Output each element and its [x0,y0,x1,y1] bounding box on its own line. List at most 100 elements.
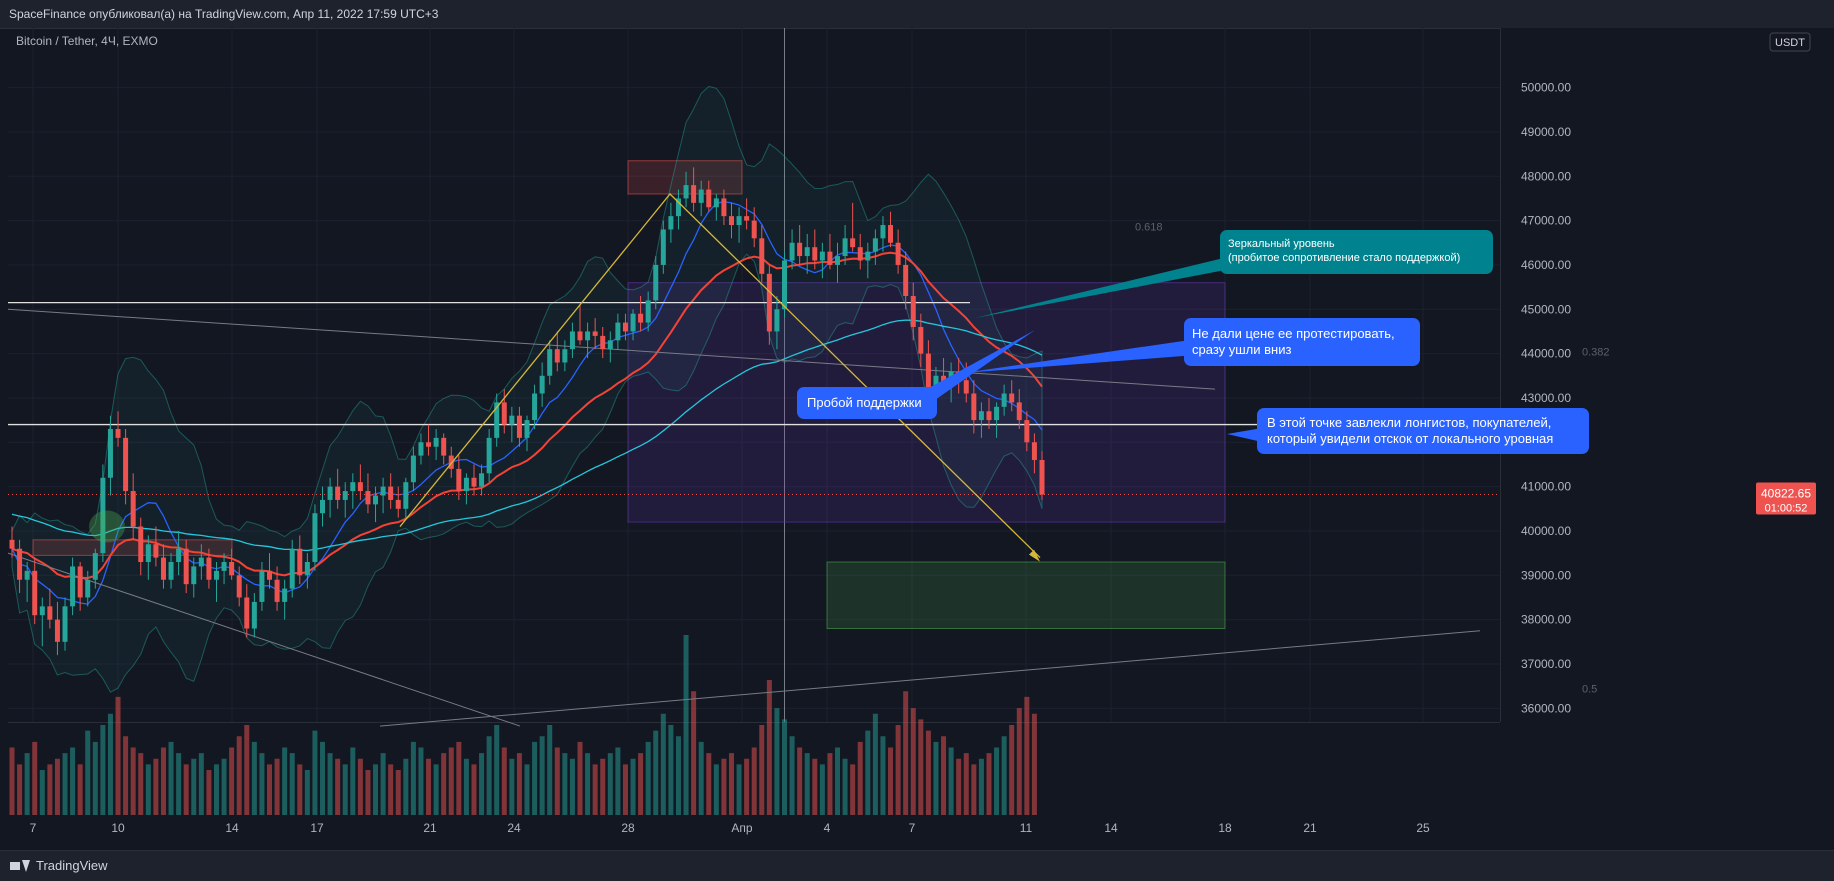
candle-body [395,499,401,509]
candle-body [880,225,886,239]
ema-long-line [11,319,1043,552]
volume-bar [956,758,962,815]
candle-body [638,313,644,323]
candle-body [259,570,265,602]
candle-body [782,260,787,310]
symbol-label: Bitcoin / Tether, 4Ч, EXMO [16,34,158,48]
candle-body [92,553,98,580]
volume-bar [888,747,894,815]
volume-bar [70,747,76,815]
candle-body [373,495,379,505]
candle-body [410,455,416,483]
volume-bar [176,753,182,815]
volume-bar [971,764,977,815]
candle-body [463,477,469,492]
candle-body [978,411,984,421]
volume-bar [213,764,219,815]
volume-bar [365,770,371,815]
volume-bar [198,753,204,815]
volume-bar [1001,736,1007,815]
callout-no-retest[interactable]: Не дали цене ее протестировать, сразу уш… [1184,318,1420,366]
volume-bar [751,747,757,815]
callout-long-trap[interactable]: В этой точке завлекли лонгистов, покупат… [1257,408,1589,454]
candle-body [630,313,636,332]
volume-bar [857,741,863,815]
x-tick-label: 17 [310,821,324,835]
candle-body [448,455,454,469]
candle-body [168,562,174,580]
volume-bar [918,719,924,815]
y-tick-label: 43000.00 [1521,391,1571,405]
x-tick-label: Апр [731,821,753,835]
candle-body [827,251,833,265]
candle-body [524,420,530,438]
volume-bar [47,764,53,815]
candle-body [24,570,30,580]
candle-body [668,216,674,230]
volume-bar [448,747,454,815]
candle-body [380,486,386,496]
volume-bar [516,753,522,815]
candle-body [585,331,591,341]
volume-bar [925,730,931,815]
volume-bar [554,747,560,815]
tradingview-logo[interactable]: TradingView [10,858,108,873]
candle-body [539,375,545,394]
callout-mirror-level[interactable]: Зеркальный уровень (пробитое сопротивлен… [1220,230,1493,274]
x-tick-label: 24 [507,821,521,835]
candle-body [236,575,242,598]
candle-body [403,482,409,509]
volume-bar [819,764,825,815]
bollinger-band [11,85,1043,693]
volume-bar [683,635,689,815]
candle-body [357,482,363,492]
volume-bar [933,741,939,815]
volume-bar [622,764,628,815]
candle-body [1016,402,1022,421]
volume-bar [585,753,591,815]
volume-bar [1024,696,1030,815]
volume-bar [797,747,803,815]
candle-body [842,238,848,257]
candle-body [744,216,750,221]
candle-body [516,415,522,438]
candle-body [115,428,121,438]
candle-body [532,393,538,421]
candle-body [123,437,129,492]
volume-bar [547,725,553,815]
candle-body [160,557,166,580]
candle-body [592,331,598,336]
x-tick-label: 25 [1416,821,1430,835]
fib-label: 0.5 [1582,683,1597,695]
volume-bar [660,713,666,815]
volume-bar [183,764,189,815]
callout-long-trap-line1: В этой точке завлекли лонгистов, покупат… [1267,415,1552,430]
volume-bar [92,741,98,815]
candle-body [691,185,697,203]
volume-bar [668,725,674,815]
volume-bar [320,741,326,815]
volume-bar [32,741,38,815]
x-tick-label: 14 [225,821,239,835]
candle-body [312,513,318,563]
volume-bar [903,691,909,815]
candle-body [176,548,182,563]
candle-body [107,428,113,478]
y-tick-label: 36000.00 [1521,701,1571,715]
volume-bar [630,758,636,815]
volume-bar [494,725,500,815]
volume-bar [501,747,507,815]
volume-bar [812,758,818,815]
candle-body [607,340,613,350]
volume-bar [766,680,772,815]
callout-support-break[interactable]: Пробой поддержки [797,387,937,419]
candle-body [622,322,628,332]
candle-body [903,264,909,296]
volume-bar [728,753,734,815]
volume-bar [251,741,257,815]
volume-bar [395,770,401,815]
ema-line [11,251,1043,580]
volume-bar [85,730,91,815]
candle-body [888,225,894,243]
volume-bar [691,691,697,815]
